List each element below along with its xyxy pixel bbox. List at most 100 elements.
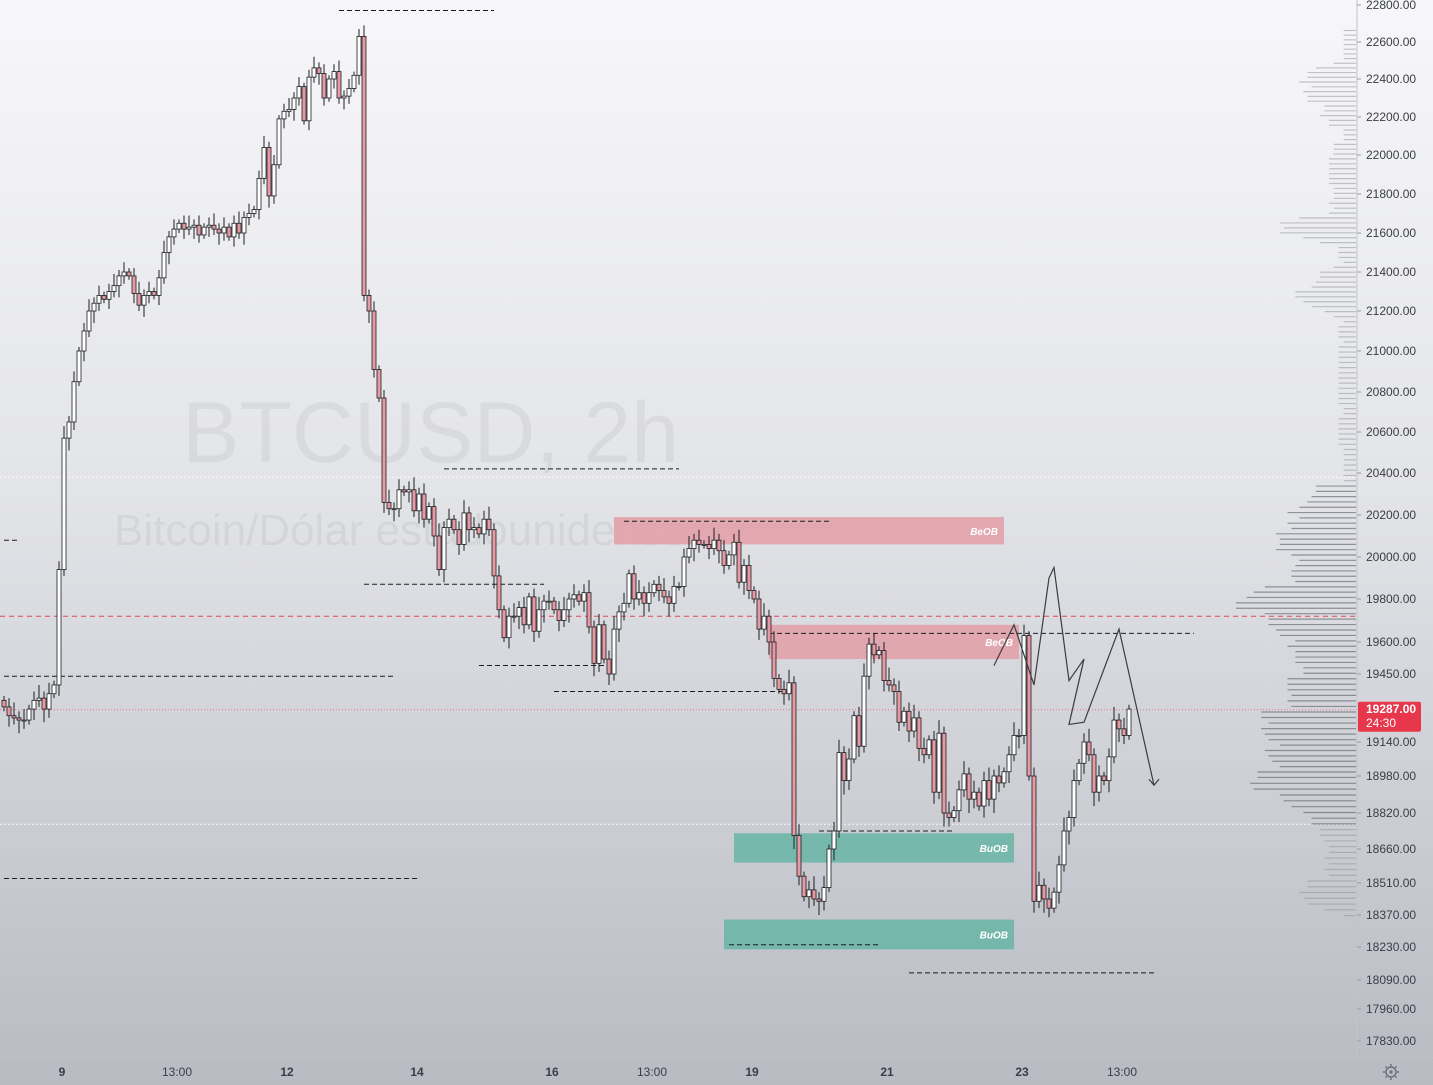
candle-bear [131, 275, 137, 294]
zone-label-1: BeOB [985, 638, 1013, 649]
settings-gear-icon[interactable] [1383, 1064, 1399, 1080]
candle-bull [991, 775, 997, 800]
candle-bull [291, 97, 297, 110]
candle-bear [1041, 884, 1047, 900]
x-tick-label: 13:00 [637, 1065, 667, 1079]
candle-bull [676, 586, 682, 588]
candle-bear [151, 291, 157, 296]
candle-bear [11, 715, 17, 719]
x-tick-label: 19 [745, 1065, 759, 1079]
candle-bear [126, 271, 132, 277]
candle-bull [231, 222, 237, 238]
candle-bear [811, 889, 817, 900]
zone-label-2: BuOB [980, 844, 1008, 855]
candle-bull [221, 226, 227, 234]
candle-bull [471, 527, 477, 531]
candle-bull [726, 554, 732, 566]
candle-bear [556, 609, 562, 621]
candle-bull [701, 544, 707, 546]
candle-bear [211, 224, 217, 230]
bullish-order-block-2 [734, 833, 1014, 863]
candle-bull [241, 216, 247, 234]
candle-bull [76, 350, 82, 383]
candle-bull [761, 615, 767, 630]
candle-bear [776, 677, 782, 690]
candle-bull [166, 236, 172, 253]
candle-bear [496, 575, 502, 611]
candle-bear [491, 529, 497, 577]
candle-bull [251, 209, 257, 214]
candle-bull [621, 602, 627, 613]
candle-bull [876, 650, 882, 656]
candle-bear [411, 489, 417, 512]
price-axis[interactable]: 22800.00 22600.00 22400.00 22200.00 22000.00… [1356, 0, 1416, 1058]
candle-bear [871, 643, 877, 656]
candle-bear [906, 710, 912, 732]
candle-bull [296, 86, 302, 99]
y-tick-label: 18820.00 [1366, 806, 1416, 820]
candle-bull [851, 715, 857, 760]
y-tick-label: 21600.00 [1366, 226, 1416, 240]
candle-bear [531, 596, 537, 632]
candle-bull [396, 489, 402, 510]
candle-bear [366, 294, 372, 312]
candle-bear [771, 641, 777, 679]
candle-bear [791, 682, 797, 836]
candle-bear [696, 539, 702, 545]
candle-bear [746, 565, 752, 592]
candle-bull [391, 508, 397, 511]
y-tick-label: 20800.00 [1366, 385, 1416, 399]
y-tick-label: 19450.00 [1366, 667, 1416, 681]
last-price-value: 19287.00 [1366, 702, 1416, 716]
candle-bull [121, 271, 127, 277]
candle-bear [816, 898, 822, 902]
candle-bull [581, 592, 587, 602]
x-tick-label: 23 [1015, 1065, 1029, 1079]
candle-bear [751, 590, 757, 600]
candle-bull [786, 682, 792, 695]
candle-bull [306, 76, 312, 122]
candle-bull [111, 285, 117, 292]
candle-bull [526, 596, 532, 626]
candle-bear [586, 592, 592, 628]
candle-bear [6, 706, 12, 717]
time-axis[interactable]: 9 13:00 12 14 16 13:00 19 21 23 13:00 [0, 1057, 1433, 1079]
candle-bear [401, 489, 407, 493]
bar-countdown: 24:30 [1366, 716, 1396, 730]
candle-bull [46, 693, 52, 710]
candle-bull [511, 615, 517, 618]
candle-bear [946, 812, 952, 818]
candle-bear [196, 224, 202, 236]
bearish-order-block-1 [769, 624, 1019, 660]
candle-bull [21, 719, 27, 722]
candle-bull [651, 583, 657, 594]
candle-bear [941, 732, 947, 814]
watermark-description: Bitcoin/Dólar estadounidense [114, 506, 686, 555]
candle-bull [616, 611, 622, 630]
watermark-symbol: BTCUSD, 2h [182, 385, 679, 481]
y-tick-label: 18660.00 [1366, 842, 1416, 856]
candle-bull [861, 675, 867, 747]
candle-bull [406, 489, 412, 493]
candle-bear [451, 518, 457, 531]
candle-bear [706, 544, 712, 550]
candle-bear [266, 146, 272, 197]
candle-bull [516, 607, 522, 617]
candle-bull [956, 789, 962, 812]
candle-bear [781, 688, 787, 695]
candle-bull [191, 224, 197, 228]
candle-bull [176, 222, 182, 230]
candle-bear [501, 609, 507, 639]
candle-bear [41, 697, 47, 710]
candle-bull [261, 146, 267, 179]
candle-bear [756, 598, 762, 630]
projection-arrowhead [1148, 778, 1160, 787]
candle-bear [436, 535, 442, 570]
candle-bull [281, 110, 287, 120]
candle-bear [916, 717, 922, 749]
candle-bull [536, 609, 542, 632]
candle-bear [801, 875, 807, 898]
candle-bull [936, 732, 942, 793]
candle-bear [1101, 775, 1107, 782]
